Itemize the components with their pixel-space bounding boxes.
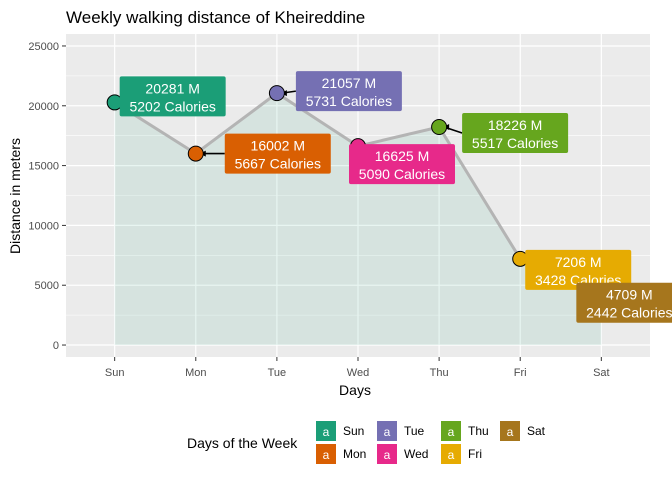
label-calories: 5517 Calories bbox=[472, 135, 558, 151]
y-tick-label: 10000 bbox=[28, 220, 59, 232]
data-label-sat: 4709 M 2442 Calories bbox=[576, 282, 672, 323]
x-tick-label: Sun bbox=[105, 367, 125, 379]
legend-item-tue: a Tue bbox=[377, 421, 425, 441]
x-tick-label: Fri bbox=[514, 367, 527, 379]
legend-key bbox=[316, 444, 336, 464]
label-distance: 16002 M bbox=[251, 138, 305, 154]
legend-key bbox=[377, 444, 397, 464]
legend-item-wed: a Wed bbox=[377, 444, 428, 464]
point-mon bbox=[187, 145, 204, 162]
data-label-sun: 20281 M 5202 Calories bbox=[119, 76, 226, 117]
y-tick-label: 5000 bbox=[35, 280, 59, 292]
legend-key-letter: a bbox=[384, 425, 391, 439]
label-box bbox=[224, 133, 331, 174]
legend-label: Fri bbox=[468, 447, 482, 461]
y-axis-title: Distance in meters bbox=[7, 138, 23, 254]
label-distance: 18226 M bbox=[488, 117, 542, 133]
label-distance: 4709 M bbox=[606, 287, 653, 303]
label-box bbox=[576, 282, 672, 323]
legend-key bbox=[316, 421, 336, 441]
legend-label: Sun bbox=[343, 424, 364, 438]
legend-title: Days of the Week bbox=[187, 435, 298, 451]
legend-key-letter: a bbox=[323, 425, 330, 439]
data-label-mon: 16002 M 5667 Calories bbox=[224, 133, 331, 174]
point-thu bbox=[431, 119, 448, 136]
data-label-thu: 18226 M 5517 Calories bbox=[462, 113, 569, 154]
data-label-wed: 16625 M 5090 Calories bbox=[349, 144, 455, 185]
x-tick-label: Tue bbox=[268, 367, 287, 379]
legend-item-sat: a Sat bbox=[500, 421, 546, 441]
data-labels: 20281 M 5202 Calories 16002 M 5667 Calories… bbox=[119, 71, 672, 323]
label-calories: 5731 Calories bbox=[306, 93, 392, 109]
label-calories: 5090 Calories bbox=[359, 166, 445, 182]
label-box bbox=[349, 144, 455, 185]
label-distance: 21057 M bbox=[322, 75, 376, 91]
y-tick-label: 25000 bbox=[28, 41, 59, 53]
y-axis: 0 5000 10000 15000 20000 25000 bbox=[28, 41, 66, 352]
label-calories: 2442 Calories bbox=[586, 305, 672, 321]
legend-key-letter: a bbox=[384, 448, 391, 462]
x-axis-title: Days bbox=[339, 382, 371, 398]
label-calories: 5667 Calories bbox=[235, 156, 321, 172]
legend-key bbox=[441, 444, 461, 464]
legend-label: Wed bbox=[404, 447, 428, 461]
legend-key-letter: a bbox=[448, 448, 455, 462]
label-calories: 5202 Calories bbox=[129, 98, 215, 114]
y-tick-label: 20000 bbox=[28, 101, 59, 113]
legend-item-mon: a Mon bbox=[316, 444, 366, 464]
x-tick-label: Sat bbox=[593, 367, 610, 379]
legend-label: Tue bbox=[404, 424, 425, 438]
legend-item-fri: a Fri bbox=[441, 444, 482, 464]
label-box bbox=[525, 249, 632, 290]
point-tue bbox=[268, 85, 285, 102]
legend-item-sun: a Sun bbox=[316, 421, 364, 441]
label-distance: 16625 M bbox=[375, 148, 429, 164]
chart-title: Weekly walking distance of Kheireddine bbox=[66, 8, 365, 27]
legend-label: Thu bbox=[468, 424, 489, 438]
data-label-tue: 21057 M 5731 Calories bbox=[295, 71, 402, 112]
legend-key-letter: a bbox=[448, 425, 455, 439]
label-distance: 7206 M bbox=[555, 254, 602, 270]
legend-item-thu: a Thu bbox=[441, 421, 489, 441]
legend-key bbox=[500, 421, 520, 441]
x-tick-label: Mon bbox=[185, 367, 206, 379]
label-box bbox=[462, 113, 569, 154]
x-axis: Sun Mon Tue Wed Thu Fri Sat bbox=[105, 357, 610, 379]
y-tick-label: 0 bbox=[53, 340, 59, 352]
legend-key-letter: a bbox=[323, 448, 330, 462]
legend-label: Mon bbox=[343, 447, 366, 461]
label-distance: 20281 M bbox=[145, 80, 199, 96]
y-tick-label: 15000 bbox=[28, 161, 59, 173]
legend-key-letter: a bbox=[507, 425, 514, 439]
label-box bbox=[295, 71, 402, 112]
x-tick-label: Wed bbox=[347, 367, 369, 379]
x-tick-label: Thu bbox=[430, 367, 449, 379]
legend-key bbox=[441, 421, 461, 441]
legend-label: Sat bbox=[527, 424, 546, 438]
label-box bbox=[119, 76, 226, 117]
legend-key bbox=[377, 421, 397, 441]
